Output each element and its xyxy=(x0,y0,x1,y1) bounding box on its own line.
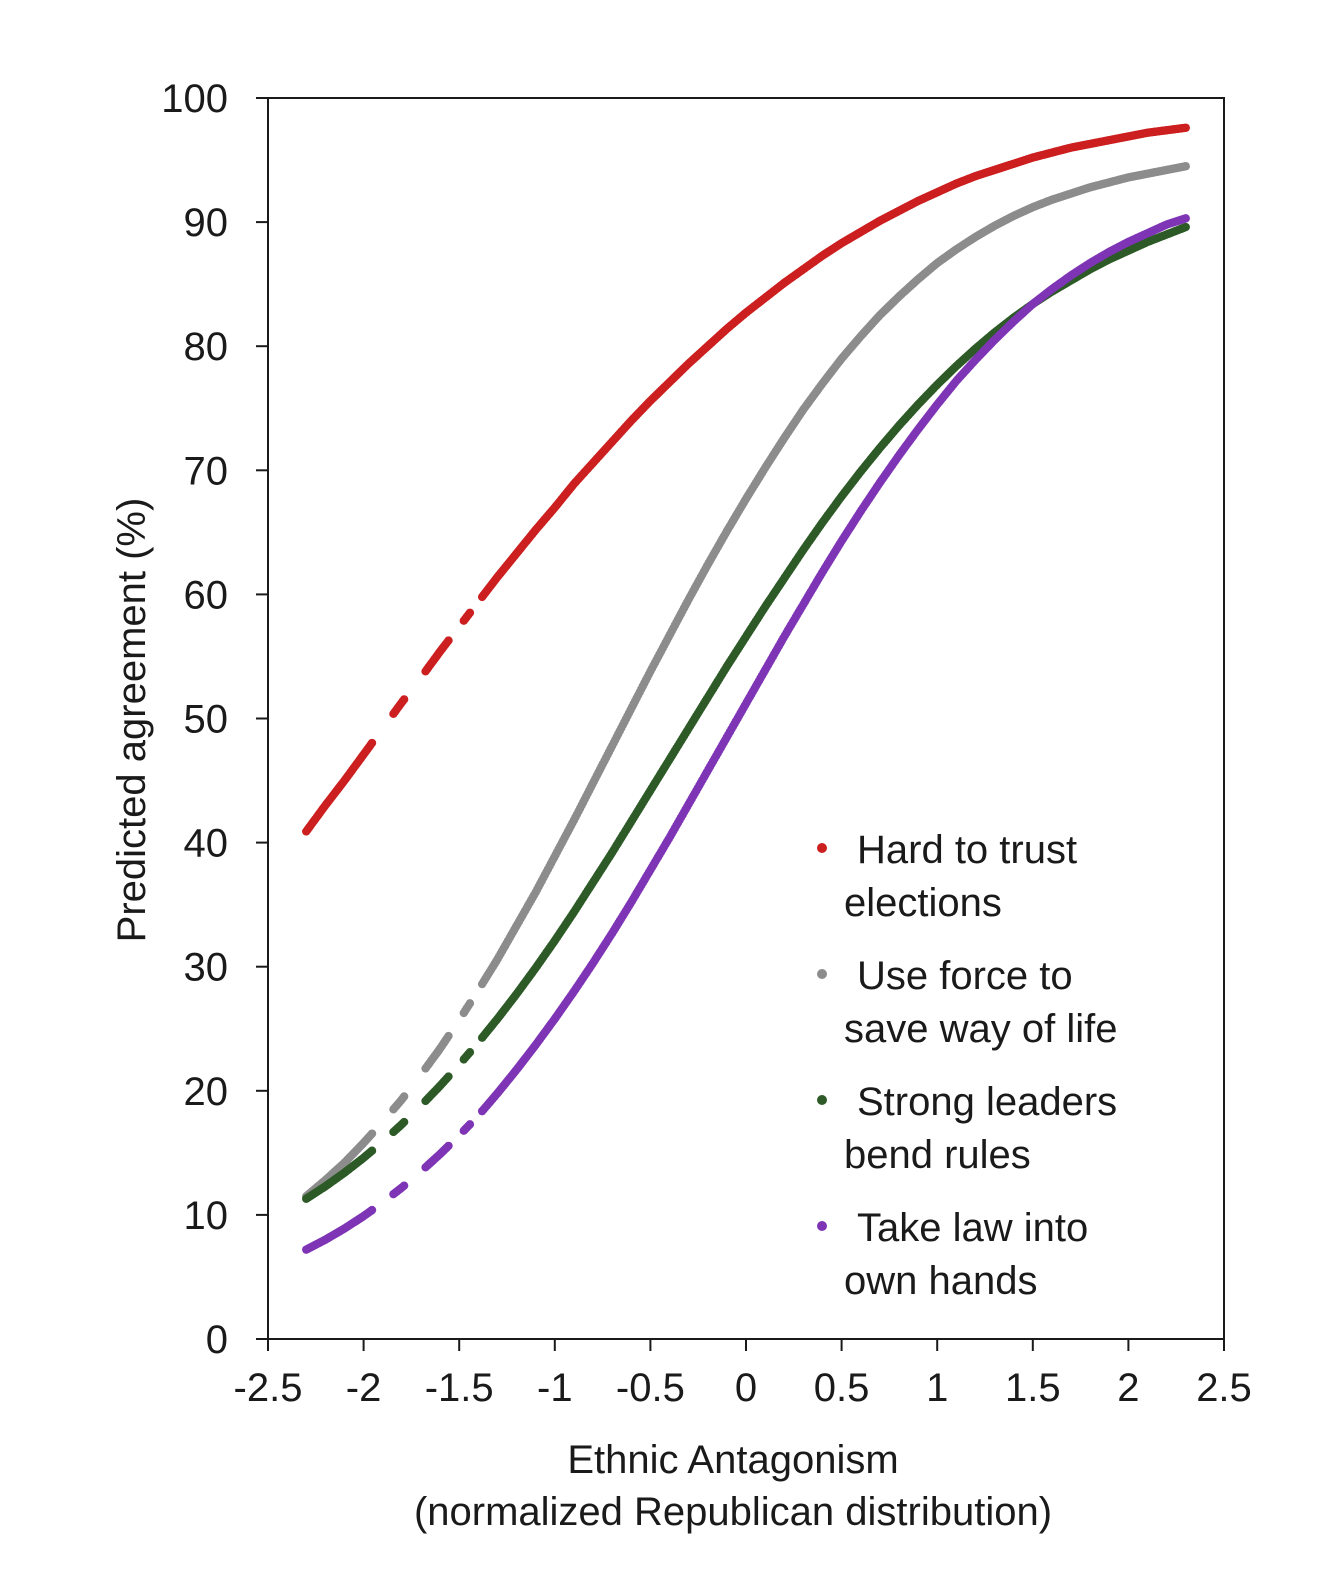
y-tick-label: 60 xyxy=(184,573,229,617)
legend: Hard to trust elections Use force to save w… xyxy=(817,828,1117,1303)
data-point xyxy=(465,1048,475,1057)
data-point xyxy=(444,1031,453,1041)
legend-label: elections xyxy=(844,881,1002,925)
legend-label: Strong leaders xyxy=(857,1080,1117,1124)
x-tick-label: -1.5 xyxy=(425,1366,494,1410)
data-point xyxy=(367,738,377,748)
y-axis-title: Predicted agreement (%) xyxy=(110,498,154,943)
legend-label: Hard to trust xyxy=(857,828,1077,872)
data-point xyxy=(465,608,475,617)
data-point xyxy=(367,1146,377,1155)
legend-label: bend rules xyxy=(844,1133,1031,1177)
data-point xyxy=(399,1092,409,1101)
data-point xyxy=(399,1181,409,1190)
data-point xyxy=(1181,222,1190,232)
series-layer xyxy=(302,123,1190,1254)
legend-label: Use force to xyxy=(857,954,1073,998)
y-tick-label: 100 xyxy=(161,77,228,121)
legend-label: save way of life xyxy=(844,1007,1117,1051)
x-tick-label: -1 xyxy=(537,1366,573,1410)
series-1 xyxy=(302,123,1190,836)
legend-marker xyxy=(817,843,827,853)
data-point xyxy=(1181,123,1190,132)
y-tick-label: 70 xyxy=(184,449,229,493)
y-tick-label: 0 xyxy=(206,1318,228,1362)
y-tick-label: 80 xyxy=(184,325,229,369)
data-point xyxy=(399,1117,409,1127)
data-point xyxy=(444,1141,453,1151)
data-point xyxy=(1181,162,1190,171)
data-point xyxy=(465,999,475,1008)
x-tick-label: 1.5 xyxy=(1005,1366,1061,1410)
legend-item: Use force to save way of life xyxy=(817,954,1117,1051)
x-tick-label: -2.5 xyxy=(234,1366,303,1410)
legend-item: Take law into own hands xyxy=(817,1206,1088,1303)
y-tick-label: 30 xyxy=(184,946,229,990)
legend-marker xyxy=(817,1095,827,1105)
series-2 xyxy=(302,162,1190,1201)
series-4 xyxy=(302,214,1190,1254)
legend-marker xyxy=(817,1221,827,1231)
data-point xyxy=(399,695,409,704)
x-axis: -2.5 -2 -1.5 -1 -0.5 0 0.5 1 1.5 2 2.5 xyxy=(234,1339,1252,1410)
y-tick-label: 50 xyxy=(184,698,229,742)
x-tick-label: 1 xyxy=(926,1366,948,1410)
legend-label: Take law into xyxy=(857,1206,1088,1250)
data-point xyxy=(1181,214,1190,223)
legend-item: Strong leaders bend rules xyxy=(817,1080,1117,1177)
data-point xyxy=(367,1205,377,1215)
data-point xyxy=(444,1072,453,1081)
y-tick-label: 40 xyxy=(184,822,229,866)
legend-marker xyxy=(817,969,827,979)
x-tick-label: 0.5 xyxy=(814,1366,870,1410)
y-axis: 0 10 20 30 40 50 60 70 80 90 100 xyxy=(161,77,268,1362)
x-tick-label: -2 xyxy=(346,1366,382,1410)
y-tick-label: 20 xyxy=(184,1070,229,1114)
x-tick-label: 2 xyxy=(1117,1366,1139,1410)
x-tick-label: 2.5 xyxy=(1196,1366,1252,1410)
y-tick-label: 10 xyxy=(184,1194,229,1238)
data-point xyxy=(367,1129,377,1138)
x-axis-subtitle: (normalized Republican distribution) xyxy=(414,1490,1052,1534)
x-tick-label: -0.5 xyxy=(616,1366,685,1410)
legend-item: Hard to trust elections xyxy=(817,828,1077,925)
x-axis-title: Ethnic Antagonism xyxy=(567,1438,898,1482)
x-tick-label: 0 xyxy=(735,1366,757,1410)
legend-label: own hands xyxy=(844,1259,1037,1303)
data-point xyxy=(465,1120,475,1129)
data-point xyxy=(444,636,453,645)
y-tick-label: 90 xyxy=(184,201,229,245)
